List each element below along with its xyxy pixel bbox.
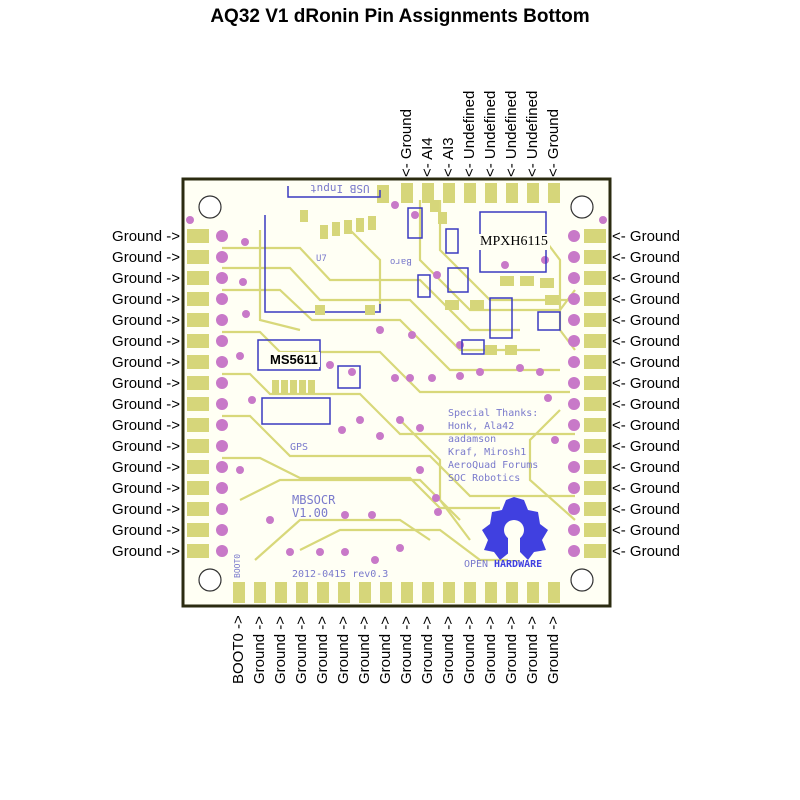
traces [222, 200, 576, 562]
page-title: AQ32 V1 dRonin Pin Assignments Bottom [210, 6, 590, 27]
left-pads [187, 229, 228, 558]
silk-u7: U7 [316, 254, 327, 264]
bottom-pin-label: Ground -> [524, 616, 541, 684]
bottom-pin-label: Ground -> [503, 616, 520, 684]
right-pin-label: <- Ground [612, 270, 680, 287]
left-pin-label: Ground -> [112, 249, 180, 266]
top-pin-label: <- Ground [545, 109, 562, 177]
mpxh6115-label: MPXH6115 [478, 234, 550, 250]
mount-hole-br [570, 568, 594, 592]
right-pads [568, 229, 606, 558]
right-pin-label: <- Ground [612, 438, 680, 455]
silk-thanks-0: Special Thanks: [448, 408, 539, 419]
silk-version: V1.00 [292, 506, 329, 520]
silk-gps: GPS [290, 442, 309, 453]
bottom-pin-label: BOOT0 -> [230, 615, 247, 684]
top-pin-label: <- Undefined [482, 90, 499, 177]
bottom-pin-label: Ground -> [440, 616, 457, 684]
left-pin-label: Ground -> [112, 396, 180, 413]
right-pin-label: <- Ground [612, 522, 680, 539]
silk-baro: Baro [390, 256, 412, 266]
right-pin-label: <- Ground [612, 228, 680, 245]
right-pin-label: <- Ground [612, 312, 680, 329]
silk-board-name: MBSOCR [292, 493, 336, 507]
silk-hardware: HARDWARE [494, 559, 543, 570]
right-pin-label: <- Ground [612, 543, 680, 560]
right-pin-label: <- Ground [612, 501, 680, 518]
right-pin-label: <- Ground [612, 291, 680, 308]
right-pin-label: <- Ground [612, 354, 680, 371]
silk-usb: USB Input [310, 182, 370, 195]
chip-pads [272, 200, 559, 394]
top-pin-label: <- Undefined [461, 90, 478, 177]
bottom-pin-label: Ground -> [314, 616, 331, 684]
left-pin-label: Ground -> [112, 480, 180, 497]
silk-open: OPEN [464, 559, 489, 570]
bottom-pin-label: Ground -> [398, 616, 415, 684]
top-pin-label: <- AI3 [440, 137, 457, 177]
left-pin-label: Ground -> [112, 459, 180, 476]
left-pin-label: Ground -> [112, 522, 180, 539]
left-pin-label: Ground -> [112, 417, 180, 434]
bottom-pin-label: Ground -> [293, 616, 310, 684]
bottom-pin-label: Ground -> [461, 616, 478, 684]
mount-hole-bl [198, 568, 222, 592]
right-pin-label: <- Ground [612, 480, 680, 497]
left-pin-label: Ground -> [112, 312, 180, 329]
ms5611-label: MS5611 [268, 352, 320, 367]
bottom-pin-label: Ground -> [335, 616, 352, 684]
top-pin-label: <- AI4 [419, 137, 436, 177]
top-pads [377, 183, 560, 203]
silk-thanks-5: SOC Robotics [448, 473, 521, 484]
bottom-pin-label: Ground -> [545, 616, 562, 684]
right-pin-label: <- Ground [612, 417, 680, 434]
right-pin-label: <- Ground [612, 249, 680, 266]
bottom-pin-label: Ground -> [356, 616, 373, 684]
left-pin-label: Ground -> [112, 333, 180, 350]
bottom-pin-label: Ground -> [419, 616, 436, 684]
left-pin-label: Ground -> [112, 228, 180, 245]
left-pin-label: Ground -> [112, 354, 180, 371]
bottom-pin-label: Ground -> [251, 616, 268, 684]
silk-thanks-2: aadamson [448, 434, 497, 445]
left-pin-label: Ground -> [112, 375, 180, 392]
top-pin-label: <- Undefined [524, 90, 541, 177]
silk-thanks-1: Honk, Ala42 [448, 421, 515, 432]
bottom-pin-label: Ground -> [482, 616, 499, 684]
vias [186, 201, 607, 564]
left-pin-label: Ground -> [112, 501, 180, 518]
silk-thanks-4: AeroQuad Forums [448, 460, 539, 471]
bottom-pin-label: Ground -> [272, 616, 289, 684]
silk-thanks-3: Kraf, Mirosh1 [448, 447, 527, 458]
bottom-pads [233, 582, 560, 603]
left-pin-label: Ground -> [112, 543, 180, 560]
open-hardware-logo [482, 497, 548, 560]
right-pin-label: <- Ground [612, 375, 680, 392]
silk-boot: BOOT0 [233, 553, 242, 578]
top-pin-label: <- Undefined [503, 90, 520, 177]
mount-hole-tl [198, 195, 222, 219]
left-pin-label: Ground -> [112, 270, 180, 287]
bottom-pin-label: Ground -> [377, 616, 394, 684]
right-pin-label: <- Ground [612, 333, 680, 350]
silk-date: 2012-0415 rev0.3 [292, 569, 389, 580]
mount-hole-tr [570, 195, 594, 219]
top-pin-label: <- Ground [398, 109, 415, 177]
right-pin-label: <- Ground [612, 396, 680, 413]
left-pin-label: Ground -> [112, 291, 180, 308]
silkscreen-shapes [257, 186, 561, 425]
left-pin-label: Ground -> [112, 438, 180, 455]
right-pin-label: <- Ground [612, 459, 680, 476]
